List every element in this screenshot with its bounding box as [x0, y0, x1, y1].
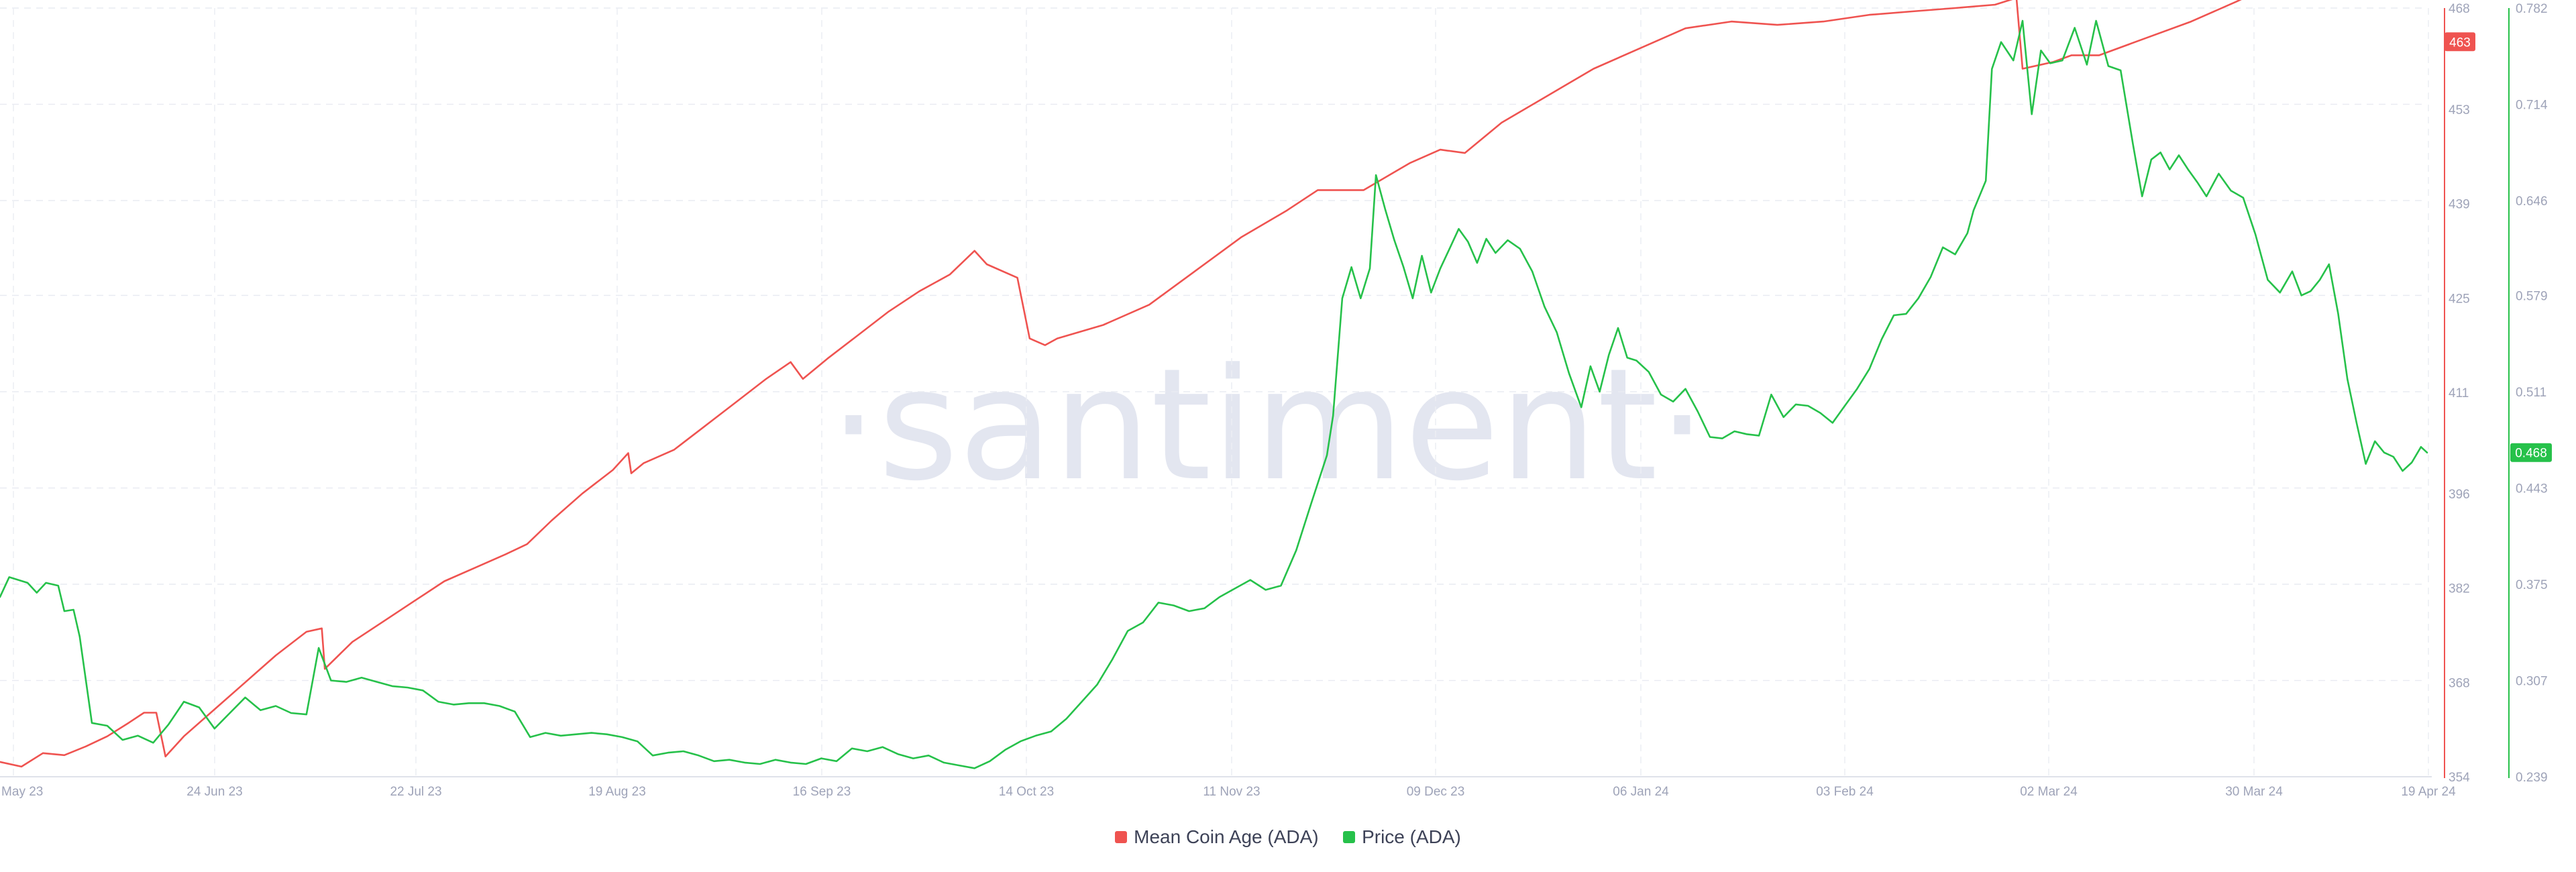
legend-swatch-mean-coin-age [1115, 831, 1128, 843]
tick-labels: 27 May 23 24 Jun 23 22 Jul 23 19 Aug 23 16 S… [0, 2, 2548, 799]
y-left-tick-label: 396 [2449, 488, 2470, 502]
axes [0, 8, 2510, 778]
legend-swatch-price [1343, 831, 1356, 843]
legend-item-mean-coin-age[interactable]: Mean Coin Age (ADA) [1115, 826, 1319, 848]
x-tick-label: 27 May 23 [0, 785, 43, 799]
x-tick-label: 22 Jul 23 [390, 785, 441, 799]
x-tick-label: 16 Sep 23 [793, 785, 851, 799]
x-tick-label: 24 Jun 23 [186, 785, 242, 799]
y-right-tick-label: 0.307 [2516, 674, 2548, 688]
y-right-tick-label: 0.511 [2516, 386, 2546, 400]
x-tick-label: 06 Jan 24 [1613, 785, 1669, 799]
y-left-tick-label: 368 [2449, 676, 2470, 690]
series-line-price [0, 19, 2428, 769]
x-tick-label: 09 Dec 23 [1407, 785, 1465, 799]
badge-mean-coin-age-text: 463 [2449, 36, 2471, 50]
x-tick-label: 19 Aug 23 [588, 785, 646, 799]
legend-label-mean-coin-age: Mean Coin Age (ADA) [1134, 826, 1319, 847]
series-lines [0, 0, 2428, 769]
badge-price-bg [2510, 443, 2552, 462]
x-tick-label: 11 Nov 23 [1203, 785, 1260, 799]
y-right-tick-label: 0.579 [2516, 289, 2548, 303]
legend: Mean Coin Age (ADA) Price (ADA) [0, 826, 2576, 848]
x-tick-label: 19 Apr 24 [2401, 785, 2456, 799]
y-right-tick-label: 0.714 [2516, 99, 2548, 113]
y-left-tick-label: 354 [2449, 771, 2470, 785]
y-left-tick-label: 453 [2449, 103, 2470, 117]
badge-mean-coin-age: 463 [2445, 32, 2475, 52]
x-tick-label: 30 Mar 24 [2225, 785, 2283, 799]
santiment-watermark: ·santiment· [829, 336, 1707, 515]
y-right-tick-label: 0.375 [2516, 578, 2548, 592]
y-left-tick-label: 382 [2449, 582, 2470, 596]
series-line-mean-coin-age [0, 0, 2242, 768]
y-right-tick-label: 0.646 [2516, 195, 2548, 209]
legend-item-price[interactable]: Price (ADA) [1343, 826, 1461, 848]
y-left-tick-label: 439 [2449, 198, 2470, 212]
y-left-tick-label: 468 [2449, 2, 2470, 16]
legend-label-price: Price (ADA) [1362, 826, 1461, 847]
y-left-tick-label: 411 [2449, 386, 2469, 400]
y-right-tick-label: 0.782 [2516, 2, 2548, 16]
y-left-tick-label: 425 [2449, 292, 2470, 306]
badge-mean-coin-age-bg [2445, 32, 2475, 52]
x-tick-label: 14 Oct 23 [999, 785, 1054, 799]
y-right-tick-label: 0.239 [2516, 771, 2548, 785]
badge-price-text: 0.468 [2515, 447, 2547, 461]
gridlines [0, 7, 2429, 777]
last-value-badges: 463 0.468 [2445, 32, 2552, 462]
badge-price: 0.468 [2510, 443, 2552, 462]
y-right-tick-label: 0.443 [2516, 482, 2548, 496]
x-tick-label: 02 Mar 24 [2020, 785, 2078, 799]
x-tick-label: 03 Feb 24 [1816, 785, 1874, 799]
